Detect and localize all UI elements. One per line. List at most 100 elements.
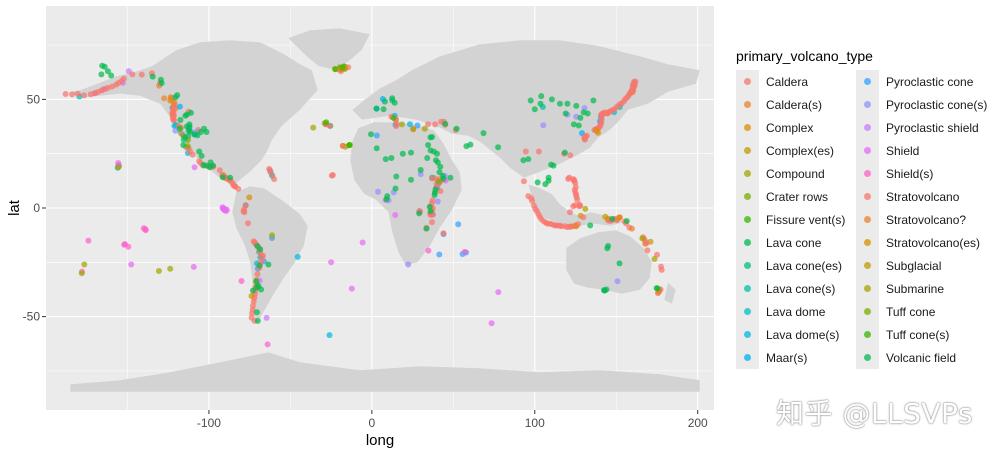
volcano-point — [429, 175, 436, 182]
legend-label: Lava cone(es) — [766, 258, 843, 273]
volcano-point — [643, 240, 650, 247]
volcano-point — [373, 132, 380, 139]
volcano-point — [408, 176, 414, 183]
legend-dot-icon — [744, 239, 751, 246]
y-axis-title: lat — [6, 199, 23, 216]
legend-item: Complex(es) — [736, 139, 850, 162]
volcano-point — [520, 178, 527, 185]
volcano-point — [537, 100, 544, 107]
legend-key — [736, 231, 759, 254]
legend-label: Tuff cone — [886, 304, 936, 319]
legend-item: Compound — [736, 162, 850, 185]
volcano-point — [294, 253, 301, 260]
volcano-point — [417, 167, 424, 173]
volcano-point — [408, 149, 414, 156]
volcano-point — [348, 285, 355, 292]
legend-label: Stratovolcano(es) — [886, 235, 981, 250]
volcano-point — [180, 142, 187, 148]
legend-label: Fissure vent(s) — [766, 212, 846, 227]
legend-label: Pyroclastic cone(s) — [886, 97, 988, 112]
volcano-point — [227, 174, 234, 181]
volcano-point — [101, 63, 108, 70]
volcano-point — [254, 309, 260, 316]
legend-key — [856, 254, 879, 277]
legend-item: Stratovolcano — [856, 185, 996, 208]
legend-title: primary_volcano_type — [736, 48, 873, 64]
legend-key — [736, 346, 759, 369]
volcano-point — [216, 167, 223, 174]
volcano-point — [614, 278, 621, 285]
volcano-point — [550, 162, 557, 169]
volcano-point — [399, 150, 406, 157]
legend-label: Subglacial — [886, 258, 942, 273]
volcano-point — [429, 134, 436, 140]
volcano-point — [601, 287, 607, 294]
volcano-point — [203, 129, 210, 135]
legend-dot-icon — [864, 170, 871, 177]
legend-item: Fissure vent(s) — [736, 208, 850, 231]
volcano-point — [584, 110, 591, 117]
volcano-point — [534, 179, 541, 186]
volcano-point — [189, 151, 196, 158]
volcano-point — [609, 215, 616, 222]
volcano-point — [461, 248, 468, 255]
legend-dot-icon — [744, 308, 751, 315]
volcano-point — [653, 285, 660, 292]
legend-item: Subglacial — [856, 254, 996, 277]
volcano-point — [520, 157, 527, 164]
legend-dot-icon — [744, 170, 751, 177]
volcano-point — [440, 230, 447, 237]
volcano-point — [567, 209, 573, 216]
volcano-point — [423, 225, 430, 232]
x-axis: -100 0 100 200 — [197, 410, 708, 430]
x-tick-label: 100 — [525, 416, 545, 430]
volcano-point — [535, 148, 542, 155]
volcano-point — [157, 76, 164, 83]
legend-dot-icon — [864, 193, 871, 200]
volcano-point — [561, 149, 568, 156]
legend-item: Lava dome(s) — [736, 323, 850, 346]
legend-label: Maar(s) — [766, 350, 808, 365]
volcano-point — [69, 91, 76, 98]
legend-item: Stratovolcano? — [856, 208, 996, 231]
legend-key — [736, 300, 759, 323]
legend-label: Caldera(s) — [766, 97, 823, 112]
volcano-point — [383, 196, 390, 203]
land-south-america — [231, 185, 309, 323]
volcano-point — [310, 124, 317, 131]
legend-label: Stratovolcano? — [886, 212, 967, 227]
legend-key — [856, 323, 879, 346]
legend-item: Lava cone — [736, 231, 850, 254]
volcano-point — [176, 125, 183, 132]
volcano-point — [399, 121, 405, 128]
legend-dot-icon — [864, 101, 871, 108]
legend-key — [856, 231, 879, 254]
volcano-point — [238, 278, 245, 284]
volcano-point — [190, 263, 197, 270]
volcano-point — [249, 287, 256, 294]
legend-dot-icon — [744, 285, 751, 292]
legend-label: Caldera — [766, 74, 809, 89]
volcano-point — [580, 214, 587, 221]
volcano-point — [129, 71, 136, 78]
volcano-point — [121, 241, 128, 248]
legend-key — [856, 162, 879, 185]
volcano-point — [488, 320, 495, 327]
volcano-point — [495, 144, 502, 151]
volcano-point — [410, 126, 417, 133]
volcano-point — [531, 202, 537, 209]
volcano-point — [453, 125, 460, 132]
legend-dot-icon — [864, 147, 871, 154]
legend-dot-icon — [744, 216, 751, 223]
legend-key — [736, 116, 759, 139]
volcano-point — [440, 175, 447, 182]
volcano-point — [522, 148, 529, 155]
volcano-point — [171, 122, 178, 129]
volcano-point — [548, 96, 555, 103]
watermark-text: 知乎 @LLSVPs — [776, 397, 974, 430]
volcano-point — [346, 142, 353, 148]
volcano-point — [85, 237, 92, 244]
volcano-point — [421, 125, 428, 132]
legend-key — [856, 300, 879, 323]
volcano-point — [359, 239, 366, 246]
